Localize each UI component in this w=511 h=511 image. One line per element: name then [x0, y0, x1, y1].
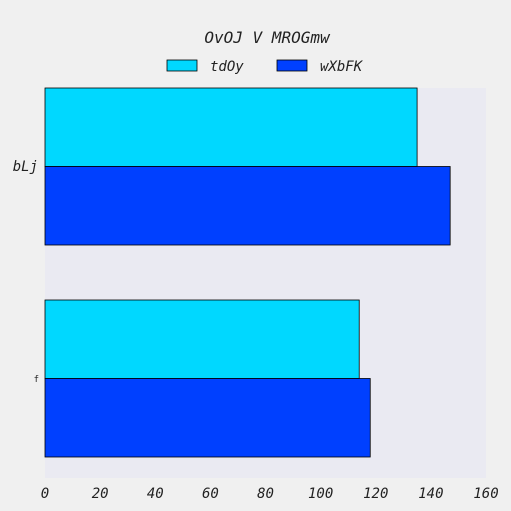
- legend-label: tdOy: [210, 59, 244, 75]
- bar-tdOy-f: [44, 299, 360, 379]
- x-tick-label: 80: [257, 486, 274, 502]
- x-tick-label: 140: [418, 486, 443, 502]
- legend: tdOy wXbFK: [166, 59, 364, 75]
- x-axis-ticks: 0 20 40 60 80 100 120 140 160: [41, 486, 499, 502]
- x-tick-label: 60: [202, 486, 219, 502]
- x-tick-label: 100: [308, 486, 333, 502]
- y-category-label: f: [34, 375, 39, 385]
- bar-wXbFK-bLj: [44, 166, 451, 246]
- legend-swatch-tdOy: [166, 59, 198, 72]
- x-tick-label: 120: [363, 486, 388, 502]
- bar-wXbFK-f: [44, 378, 371, 458]
- bar-tdOy-bLj: [44, 87, 418, 167]
- x-tick-label: 160: [473, 486, 498, 502]
- bars: [44, 87, 451, 458]
- legend-label: wXbFK: [320, 59, 364, 75]
- x-tick-label: 40: [147, 486, 164, 502]
- legend-swatch-wXbFK: [276, 59, 308, 72]
- y-axis-ticks: bLj f: [13, 159, 39, 385]
- chart-title: OvOJ V MROGmw: [204, 28, 331, 47]
- x-tick-label: 20: [92, 486, 109, 502]
- x-tick-label: 0: [41, 486, 49, 502]
- y-category-label: bLj: [13, 159, 38, 175]
